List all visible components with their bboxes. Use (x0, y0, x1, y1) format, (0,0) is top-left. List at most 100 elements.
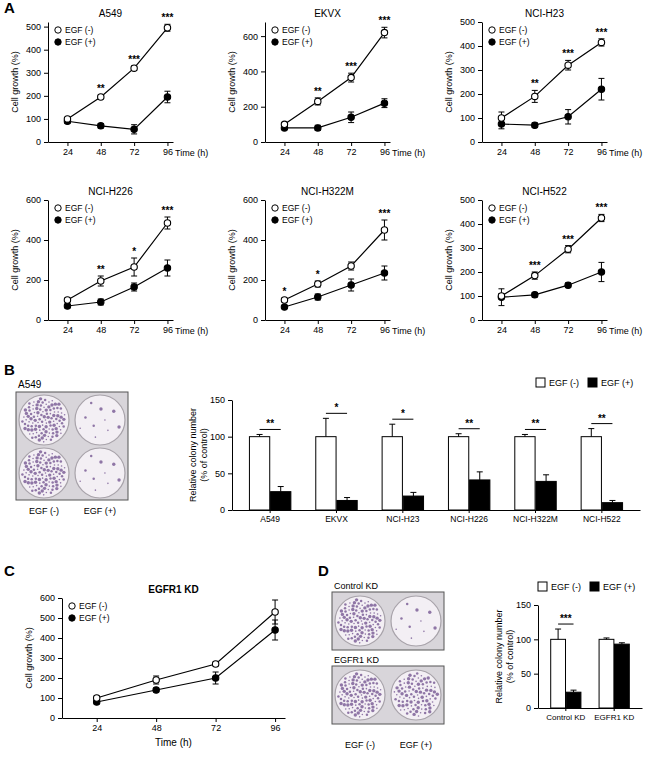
colony (33, 401, 35, 403)
colony (354, 693, 357, 696)
colony (394, 691, 396, 693)
error-bar (588, 429, 594, 437)
colony (43, 434, 46, 437)
legend: EGF (-)EGF (+) (489, 203, 530, 225)
legend-label: EGF (+) (601, 378, 633, 388)
bar (470, 480, 490, 510)
tick: 0 (526, 703, 538, 713)
colony (360, 631, 363, 634)
tick: 200 (460, 89, 482, 99)
colony (355, 672, 358, 675)
colony (415, 608, 418, 611)
tick: 500 (460, 195, 482, 205)
tick-label: 48 (313, 147, 323, 157)
error-bar (477, 472, 483, 480)
colony (368, 699, 371, 702)
colony (362, 714, 364, 716)
tick-label: 100 (516, 635, 531, 645)
colony (37, 400, 40, 403)
colony (376, 634, 378, 636)
colony (52, 414, 55, 417)
colony (21, 473, 24, 476)
bar (249, 437, 269, 510)
colony (42, 477, 44, 479)
chart-title: A549 (99, 8, 123, 19)
colony (62, 471, 65, 474)
colony (370, 702, 373, 705)
colony (25, 419, 27, 421)
significance: *** (596, 27, 608, 38)
axis: 050100150 (516, 600, 539, 713)
tick: 400 (26, 45, 48, 55)
colony (420, 620, 422, 622)
legend-marker (489, 217, 495, 223)
colony (35, 436, 38, 439)
colony (414, 704, 417, 707)
colony (38, 491, 41, 494)
data-point (153, 687, 159, 693)
colony (412, 713, 415, 716)
colony (337, 621, 340, 624)
series-line (284, 230, 384, 300)
error-bar (543, 475, 549, 482)
error-bar (272, 600, 278, 624)
axis-line (233, 510, 641, 511)
colony (32, 461, 34, 463)
colony (28, 406, 31, 409)
x-axis-title: Time (h) (155, 737, 192, 748)
tick-mark (58, 718, 62, 719)
chart-title: NCI-H522 (522, 186, 567, 197)
y-axis-title: Relative colony number (188, 408, 198, 502)
colony (375, 627, 377, 629)
colony (49, 477, 52, 480)
colony (344, 681, 347, 684)
colony (344, 677, 347, 680)
colony (430, 686, 432, 688)
colony (419, 690, 422, 693)
colony (44, 399, 47, 402)
legend-label: EGF (+) (282, 37, 313, 47)
tick-mark (534, 674, 538, 675)
bar (448, 437, 468, 510)
tick: 24 (63, 142, 73, 157)
colony (339, 628, 342, 631)
bar (602, 503, 622, 510)
colony (377, 697, 380, 700)
colony (416, 672, 419, 675)
colony (376, 704, 378, 706)
tick-label: 72 (211, 723, 221, 733)
colony (54, 411, 56, 413)
chart-title: EGFR1 KD (148, 584, 199, 595)
axis: 24487296 (63, 718, 286, 733)
photo: Control KDEGFR1 KDEGF (-)EGF (+) (332, 581, 444, 750)
error-bar (131, 258, 137, 276)
tick: 400 (243, 235, 265, 245)
tick: 96 (271, 718, 281, 733)
colony (40, 404, 43, 407)
panel-label: A (4, 0, 15, 16)
data-point (348, 282, 354, 288)
tick-mark (601, 142, 602, 146)
colony (399, 684, 402, 687)
legend-swatch (536, 378, 545, 387)
data-point (348, 263, 354, 269)
bar (515, 437, 535, 510)
colony (372, 615, 375, 618)
colony (37, 422, 39, 424)
error-bar (381, 27, 387, 38)
tick-mark (534, 639, 538, 640)
tick-label: 96 (163, 147, 173, 157)
error-bar (498, 294, 504, 299)
tick-label: 200 (243, 275, 258, 285)
colony (64, 467, 66, 469)
colony (414, 700, 416, 702)
tick-label: 96 (380, 147, 390, 157)
colony (361, 678, 363, 680)
colony (423, 692, 426, 695)
colony (47, 458, 50, 461)
colony (404, 682, 406, 684)
significance: ** (465, 418, 473, 429)
tick-mark (44, 27, 48, 28)
tick-mark (44, 50, 48, 51)
line-chart: 244872960200400600******EGF (-)EGF (+)NC… (10, 186, 208, 336)
